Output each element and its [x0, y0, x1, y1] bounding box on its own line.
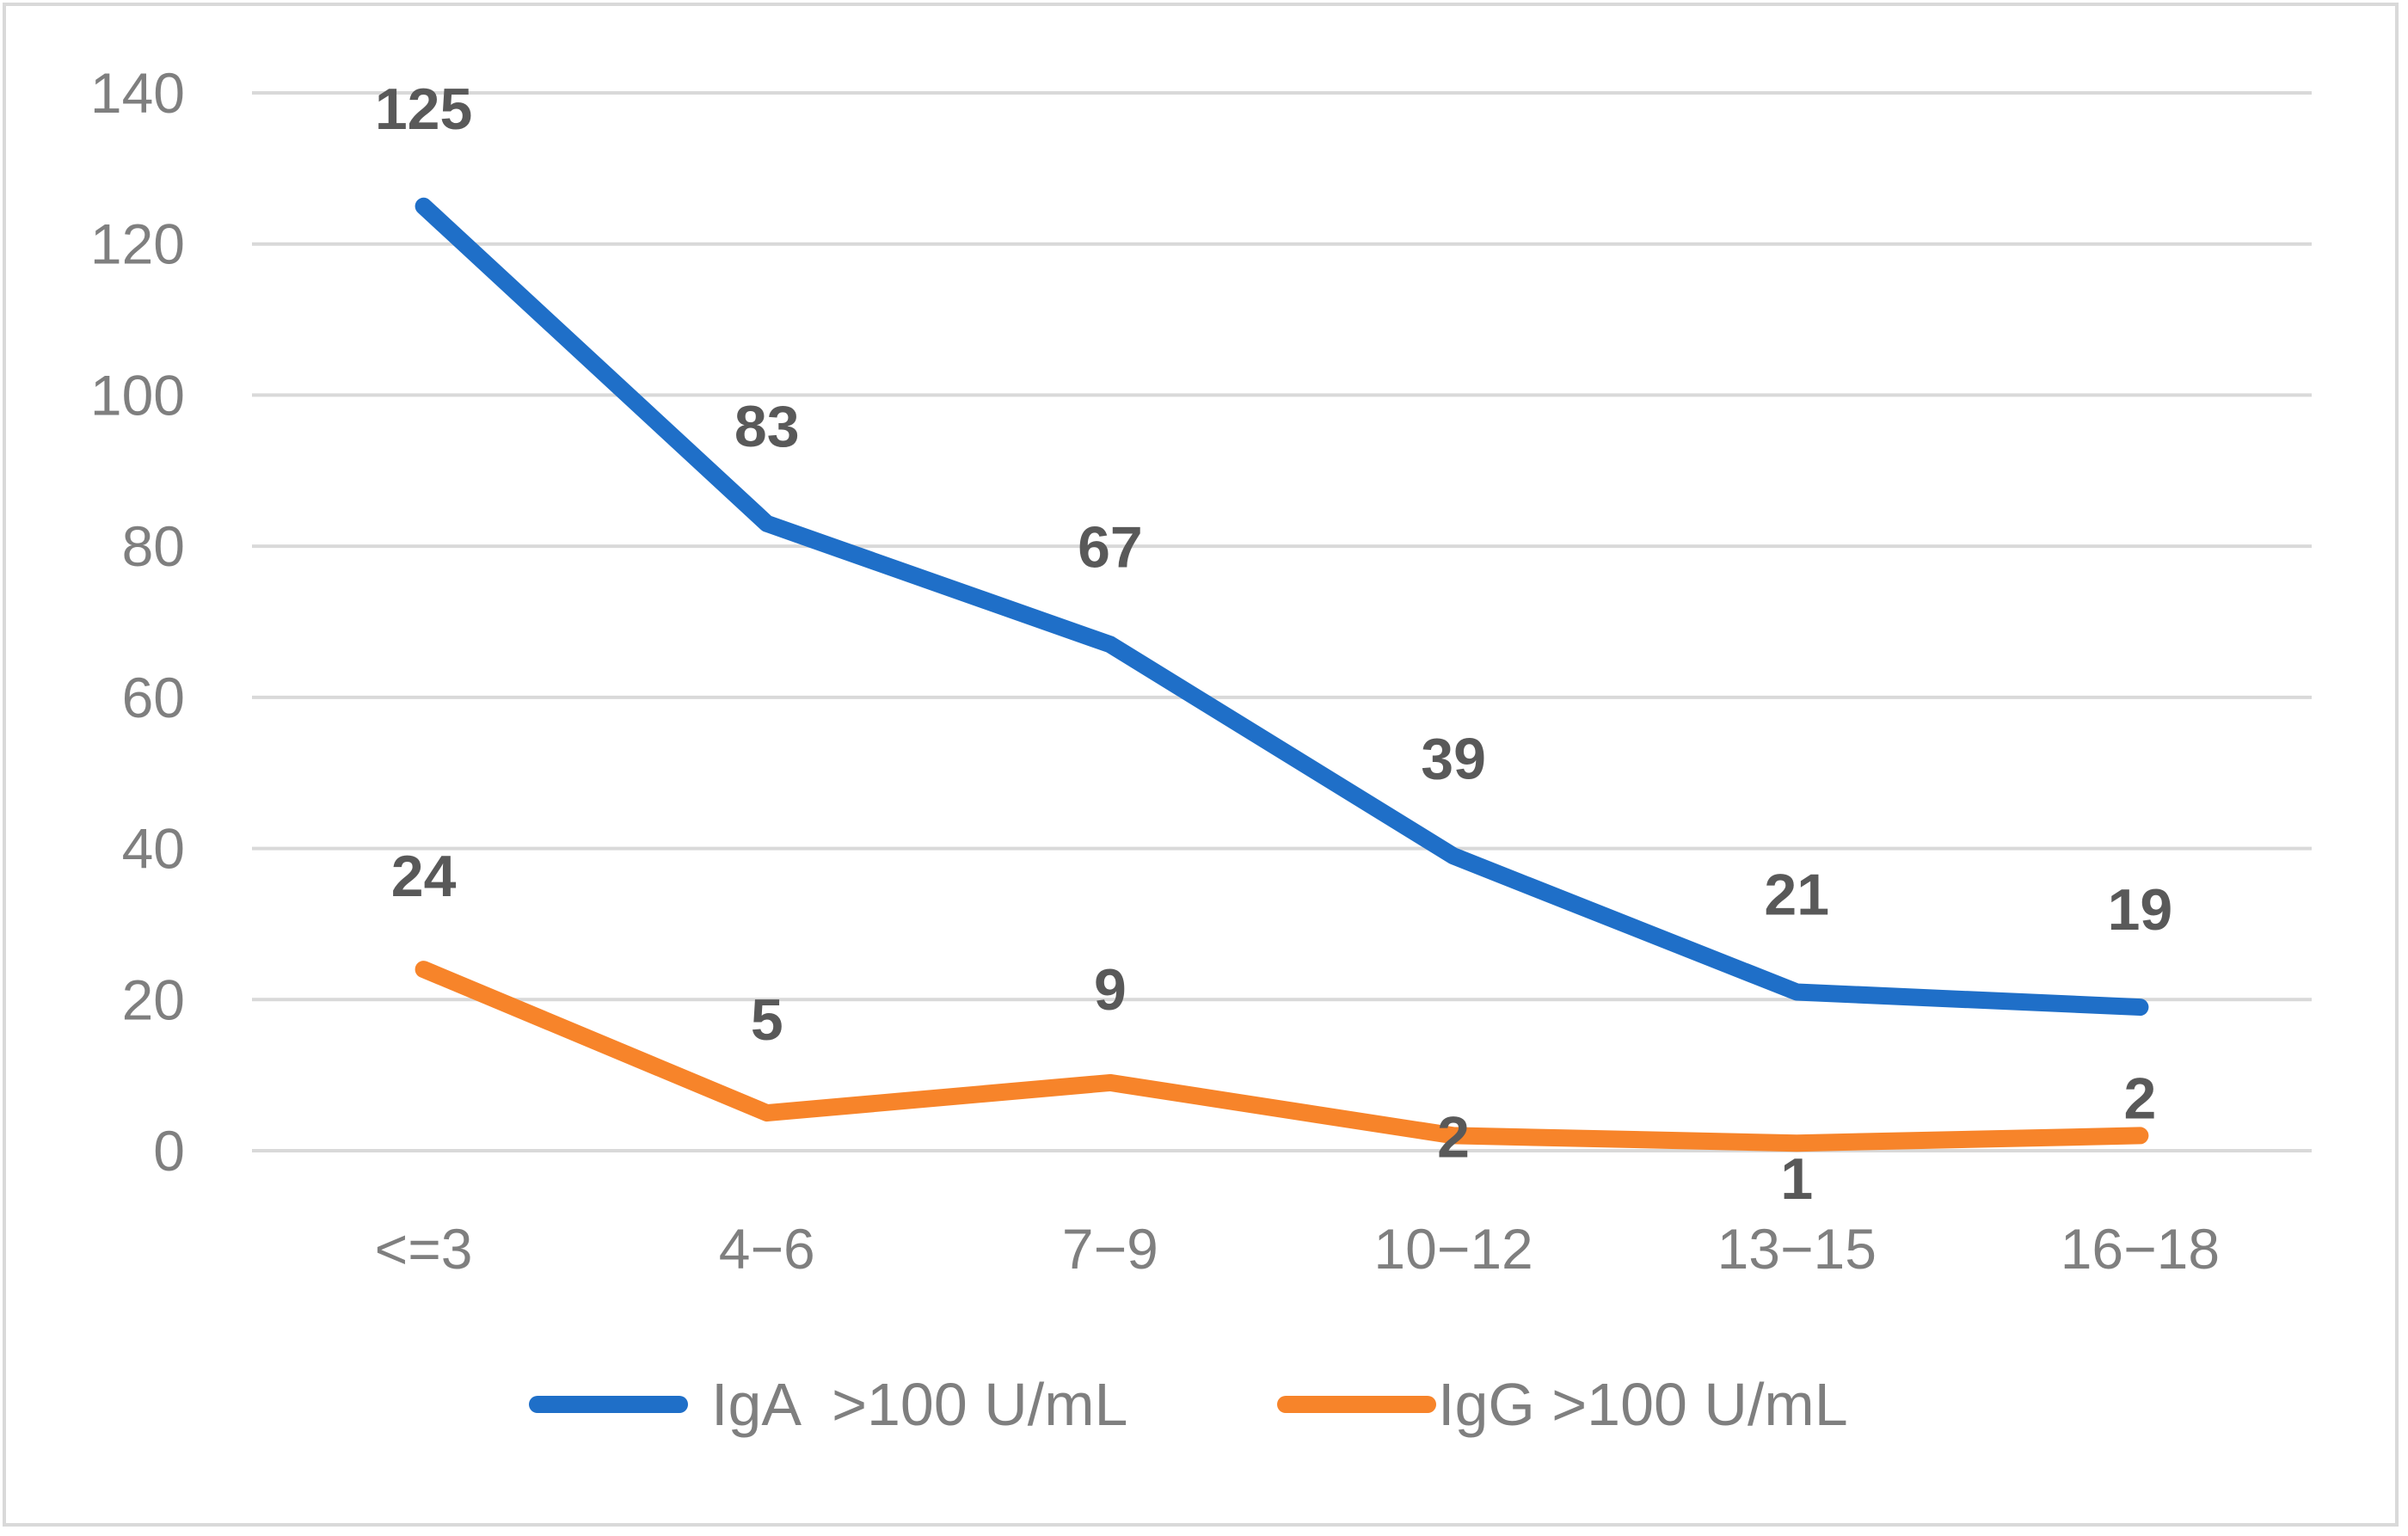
data-label: 5	[751, 987, 783, 1053]
data-label: 21	[1764, 863, 1829, 928]
x-tick-label: 16−18	[2061, 1217, 2220, 1281]
data-label: 9	[1094, 957, 1127, 1023]
x-tick-label: 10−12	[1373, 1217, 1533, 1281]
y-tick-label: 40	[122, 817, 185, 881]
legend: IgA >100 U/mL IgG >100 U/mL	[529, 1371, 1848, 1438]
legend-label-iga: IgA >100 U/mL	[711, 1371, 1127, 1438]
series-line-igg	[415, 961, 2149, 1152]
x-tick-label: 4−6	[719, 1217, 815, 1281]
gridlines	[252, 91, 2312, 1152]
data-label: 125	[375, 77, 472, 142]
series-line-iga	[415, 197, 2149, 1017]
legend-label-igg: IgG >100 U/mL	[1438, 1371, 1848, 1438]
series-lines	[415, 197, 2149, 1152]
x-tick-label: 13−15	[1717, 1217, 1877, 1281]
y-tick-label: 20	[122, 968, 185, 1031]
data-label: 67	[1078, 514, 1143, 580]
data-label: 1	[1780, 1146, 1813, 1212]
y-tick-label: 0	[153, 1119, 185, 1183]
data-label: 2	[2124, 1066, 2157, 1131]
y-tick-label: 140	[90, 61, 185, 125]
y-tick-label: 60	[122, 666, 185, 729]
y-tick-label: 100	[90, 363, 185, 427]
data-label: 39	[1421, 726, 1486, 791]
chart-frame	[3, 3, 2399, 1527]
data-label: 83	[734, 394, 800, 459]
x-axis: <=3 4−6 7−9 10−12 13−15 16−18	[375, 1217, 2220, 1281]
y-tick-label: 80	[122, 514, 185, 578]
y-tick-label: 120	[90, 212, 185, 276]
data-label: 19	[2108, 877, 2173, 943]
data-label: 24	[391, 844, 457, 909]
x-tick-label: 7−9	[1062, 1217, 1158, 1281]
y-axis: 0 20 40 60 80 100 120 140	[90, 61, 185, 1183]
data-label: 2	[1437, 1104, 1470, 1170]
x-tick-label: <=3	[375, 1217, 473, 1281]
